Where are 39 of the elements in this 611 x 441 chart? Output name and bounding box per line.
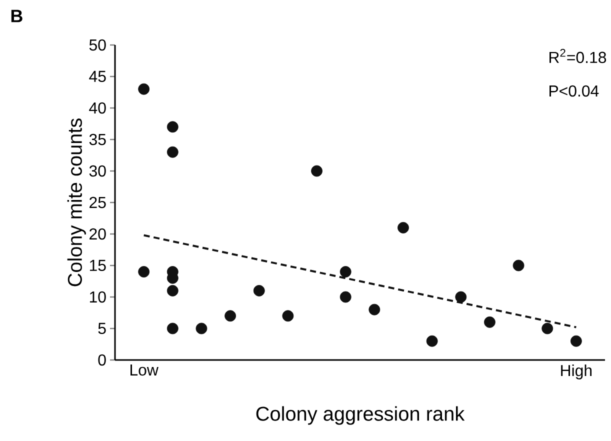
y-tick-label: 30 [89,165,106,177]
point [166,121,178,133]
y-tick-label: 0 [98,354,106,366]
point [138,83,150,95]
y-axis-title: Colony mite counts [67,118,86,286]
text: B [11,10,22,22]
point [166,284,178,296]
point [224,310,236,322]
point [542,322,554,334]
y-tick-label: 45 [89,70,106,82]
point [282,310,294,322]
point [253,284,265,296]
point [166,146,178,158]
point [570,335,582,347]
point [368,304,380,316]
point [340,291,352,303]
x-tick-label: Low [130,364,158,376]
x-tick-label: High [561,364,592,380]
annotation: P<0.04 [550,85,599,97]
point [512,260,524,272]
point [166,322,178,334]
y-tick-label: 15 [90,260,106,272]
point [398,222,409,234]
y-tick-label: 5 [98,322,106,334]
y-tick-label: 35 [89,134,106,146]
point [196,322,208,334]
point [455,291,467,303]
point [484,316,496,328]
y-tick-label: 20 [90,228,106,240]
y-tick-label: 25 [90,196,106,208]
x-axis-title: Colony aggression rank [256,406,465,425]
point [340,266,352,278]
point [426,335,438,347]
annotation: R$^{2}$=0.18 [550,48,606,64]
y-tick-label: 10 [90,291,106,303]
y-tick-label: 50 [89,39,106,51]
point [138,266,150,278]
point [311,165,322,177]
y-tick-label: 40 [89,102,106,114]
